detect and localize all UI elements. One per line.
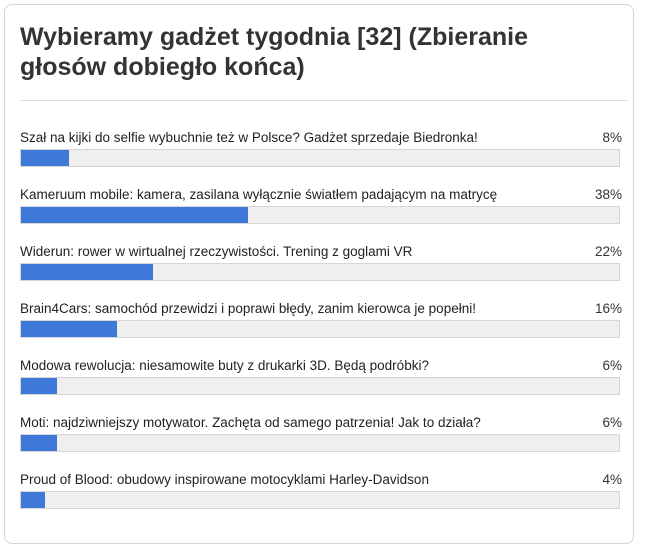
poll-title: Wybieramy gadżet tygodnia [32] (Zbierani…: [20, 23, 528, 81]
poll-result-bar: [20, 263, 620, 281]
poll-option-label: Modowa rewolucja: niesamowite buty z dru…: [20, 358, 429, 373]
poll-result-bar-fill: [21, 435, 57, 451]
poll-result-bar-fill: [21, 492, 45, 508]
poll-option: Modowa rewolucja: niesamowite buty z dru…: [20, 353, 622, 410]
poll-result-bar-fill: [21, 378, 57, 394]
poll-option-label: Widerun: rower w wirtualnej rzeczywistoś…: [20, 244, 413, 259]
poll-result-bar: [20, 434, 620, 452]
poll-result-bar: [20, 320, 620, 338]
poll-option-percent: 8%: [602, 130, 622, 145]
poll-result-bar-fill: [21, 264, 153, 280]
poll-result-bar-fill: [21, 321, 117, 337]
poll-option: Proud of Blood: obudowy inspirowane moto…: [20, 467, 622, 524]
poll-card: Wybieramy gadżet tygodnia [32] (Zbierani…: [4, 4, 634, 544]
poll-option: Szał na kijki do selfie wybuchnie też w …: [20, 125, 622, 182]
poll-option-percent: 22%: [594, 244, 622, 259]
poll-option-percent: 6%: [602, 415, 622, 430]
poll-result-bar-fill: [21, 150, 69, 166]
poll-option-label: Proud of Blood: obudowy inspirowane moto…: [20, 472, 429, 487]
poll-result-bar: [20, 377, 620, 395]
poll-option-percent: 16%: [594, 301, 622, 316]
poll-option-percent: 6%: [602, 358, 622, 373]
poll-options: Szał na kijki do selfie wybuchnie też w …: [20, 125, 622, 524]
poll-option-percent: 4%: [602, 472, 622, 487]
poll-result-bar-fill: [21, 207, 249, 223]
poll-option-percent: 38%: [594, 187, 622, 202]
poll-option: Brain4Cars: samochód przewidzi i poprawi…: [20, 296, 622, 353]
poll-option-label: Kameruum mobile: kamera, zasilana wyłącz…: [20, 187, 498, 202]
poll-option: Widerun: rower w wirtualnej rzeczywistoś…: [20, 239, 622, 296]
poll-option: Kameruum mobile: kamera, zasilana wyłącz…: [20, 182, 622, 239]
poll-result-bar: [20, 491, 620, 509]
poll-option-label: Brain4Cars: samochód przewidzi i poprawi…: [20, 301, 476, 316]
poll-option: Moti: najdziwniejszy motywator. Zachęta …: [20, 410, 622, 467]
poll-result-bar: [20, 149, 620, 167]
poll-option-label: Moti: najdziwniejszy motywator. Zachęta …: [20, 415, 481, 430]
poll-option-label: Szał na kijki do selfie wybuchnie też w …: [20, 130, 478, 145]
title-divider: [20, 100, 627, 101]
poll-result-bar: [20, 206, 620, 224]
